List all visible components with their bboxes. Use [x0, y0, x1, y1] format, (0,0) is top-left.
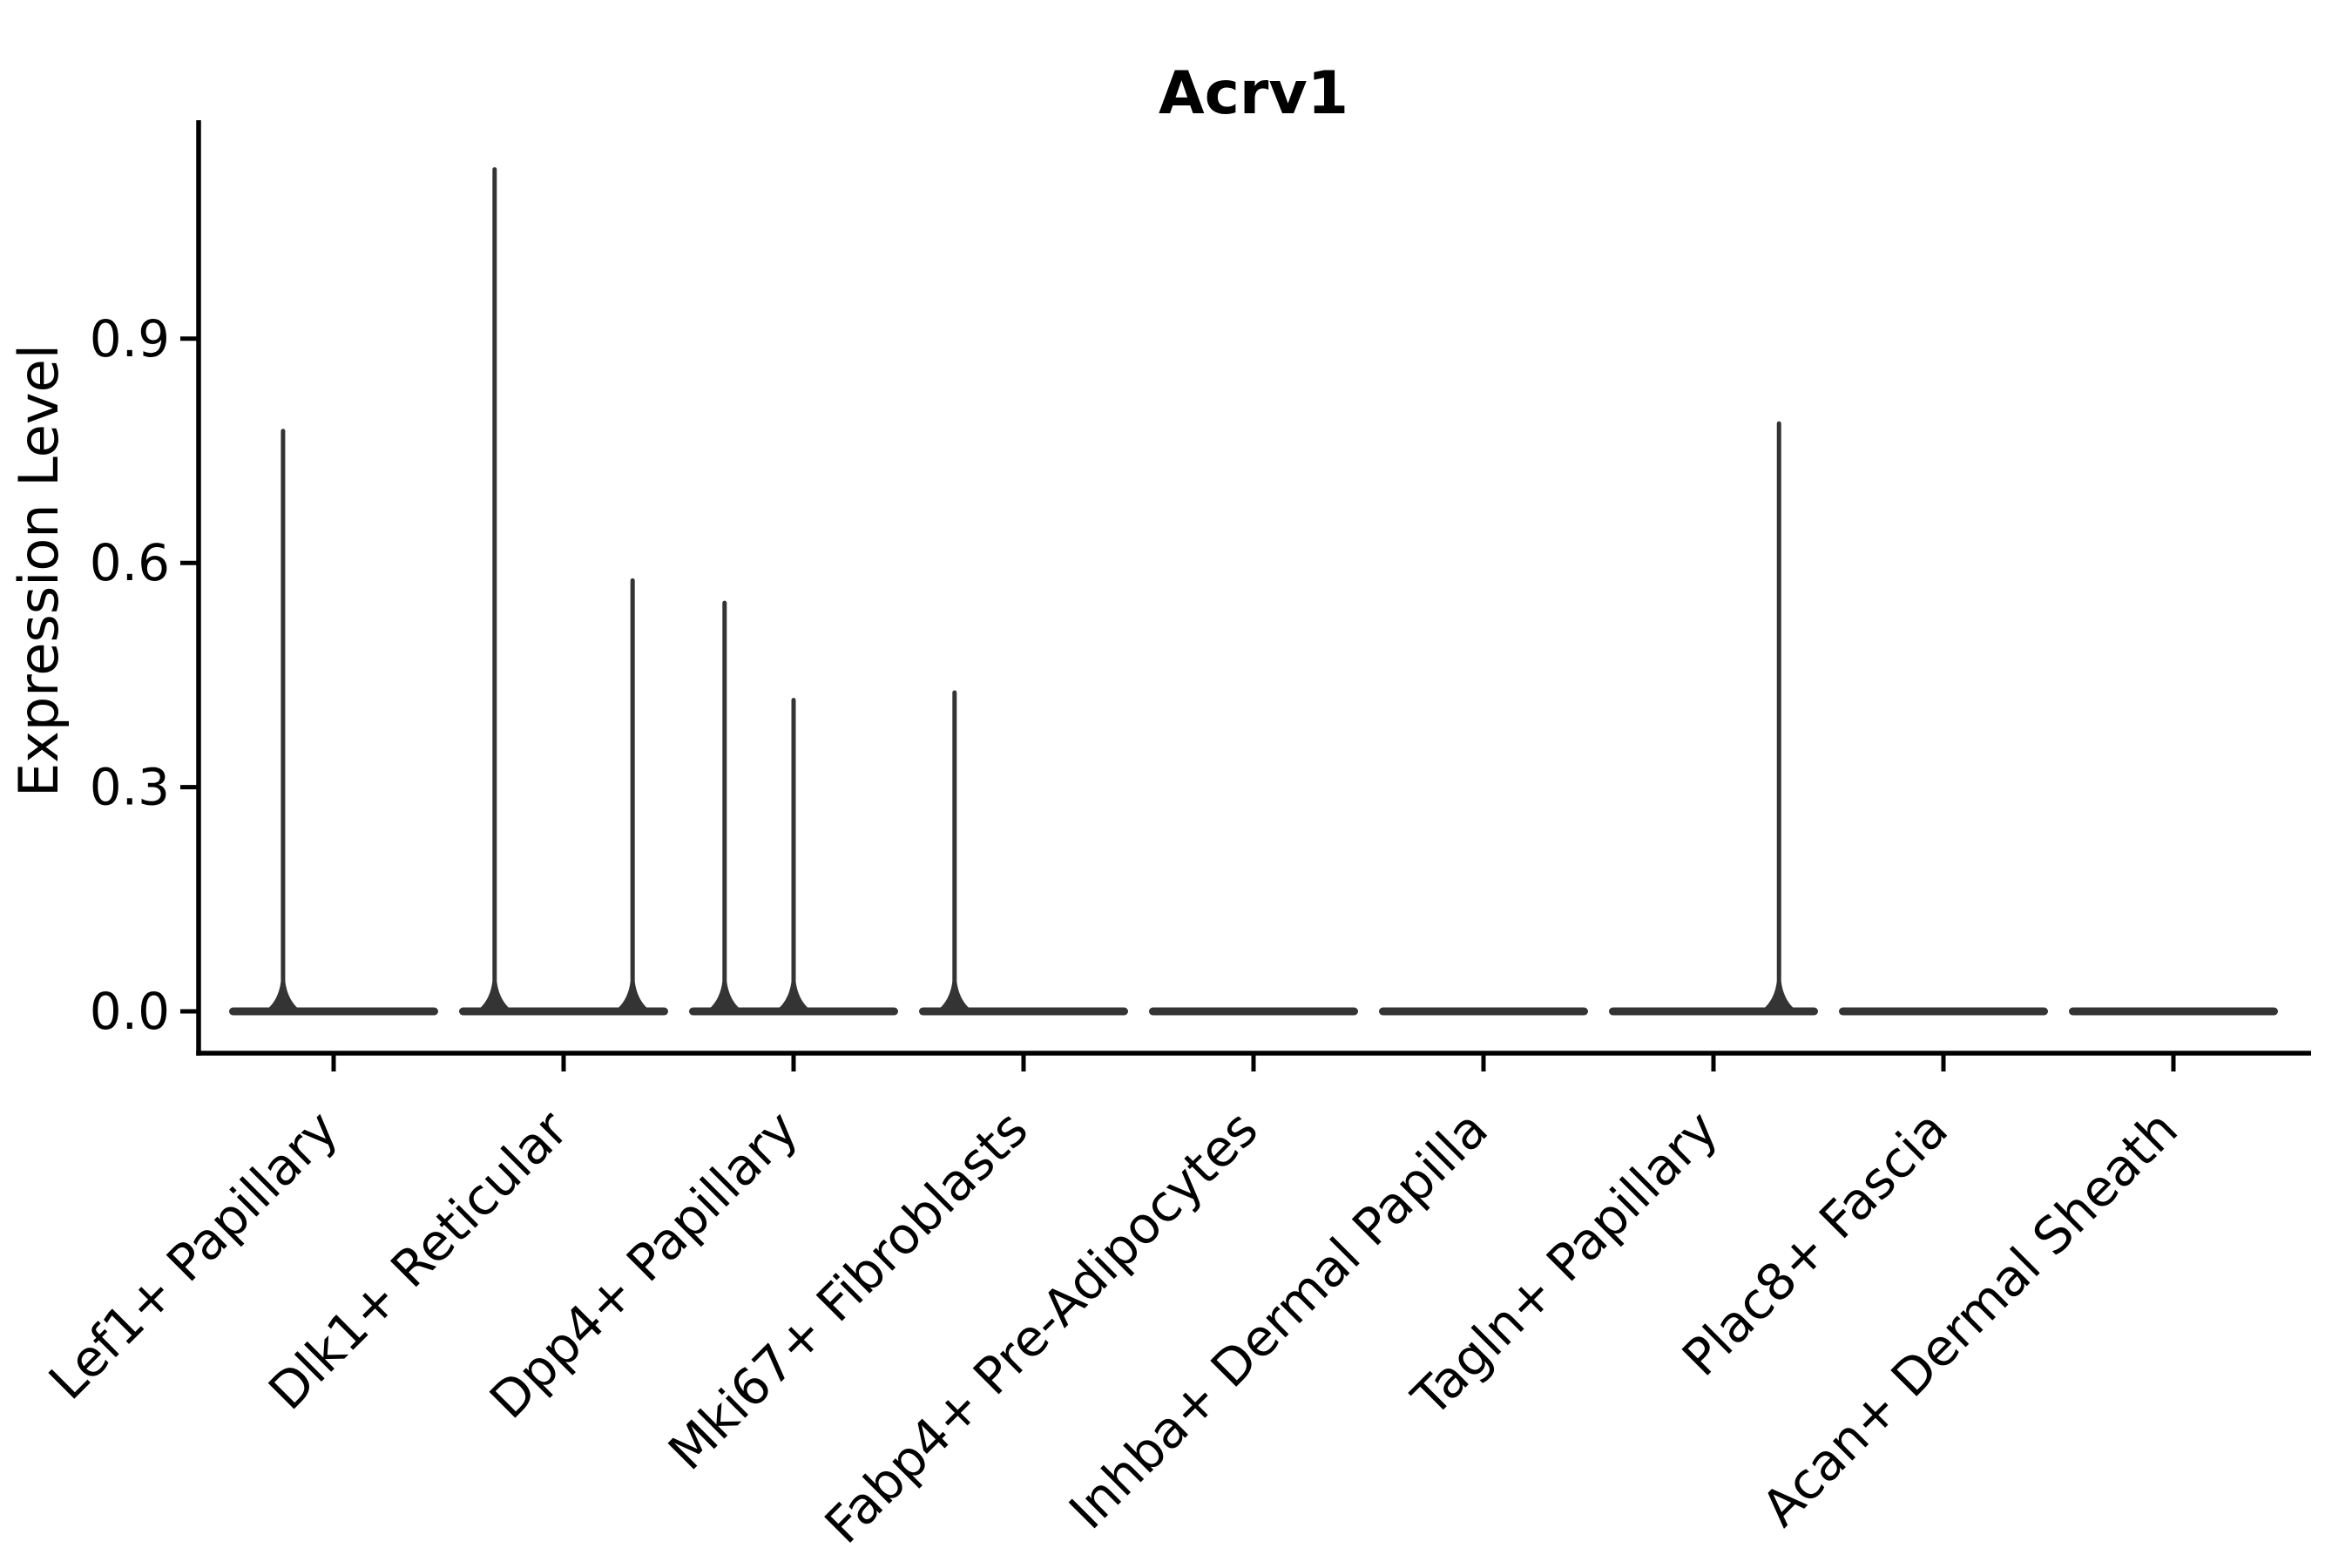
violin-base — [2069, 1007, 2278, 1016]
violin-base — [1839, 1007, 2048, 1016]
violin-base — [1149, 1007, 1358, 1016]
y-tick-label: 0.9 — [90, 309, 170, 368]
violin-base — [229, 1007, 438, 1016]
violin-spike-flare — [701, 982, 747, 1014]
axes — [180, 120, 2311, 1071]
violin-spike-flare — [471, 982, 517, 1014]
x-category-label: Fabp4+ Pre-Adipocytes — [814, 1099, 1269, 1555]
y-axis-label: Expression Level — [7, 344, 71, 797]
violin-spike-flare — [610, 982, 656, 1014]
x-category-label: Inhba+ Dermal Papilla — [1058, 1099, 1499, 1541]
y-tick-label: 0.3 — [90, 758, 170, 817]
violin-spike-flare — [931, 982, 977, 1014]
y-tick-label: 0.6 — [90, 533, 170, 592]
violin-base — [1379, 1007, 1588, 1016]
violin-spike-flare — [1756, 982, 1802, 1014]
violin-spike-flare — [260, 982, 306, 1014]
x-category-label: Acan+ Dermal Sheath — [1750, 1099, 2188, 1538]
violins — [229, 166, 2278, 1016]
y-tick-label: 0.0 — [90, 982, 170, 1041]
violin-spike-flare — [771, 982, 816, 1014]
chart-title: Acrv1 — [1159, 59, 1348, 128]
y-tick-labels: 0.0 0.3 0.6 0.9 — [90, 309, 170, 1041]
